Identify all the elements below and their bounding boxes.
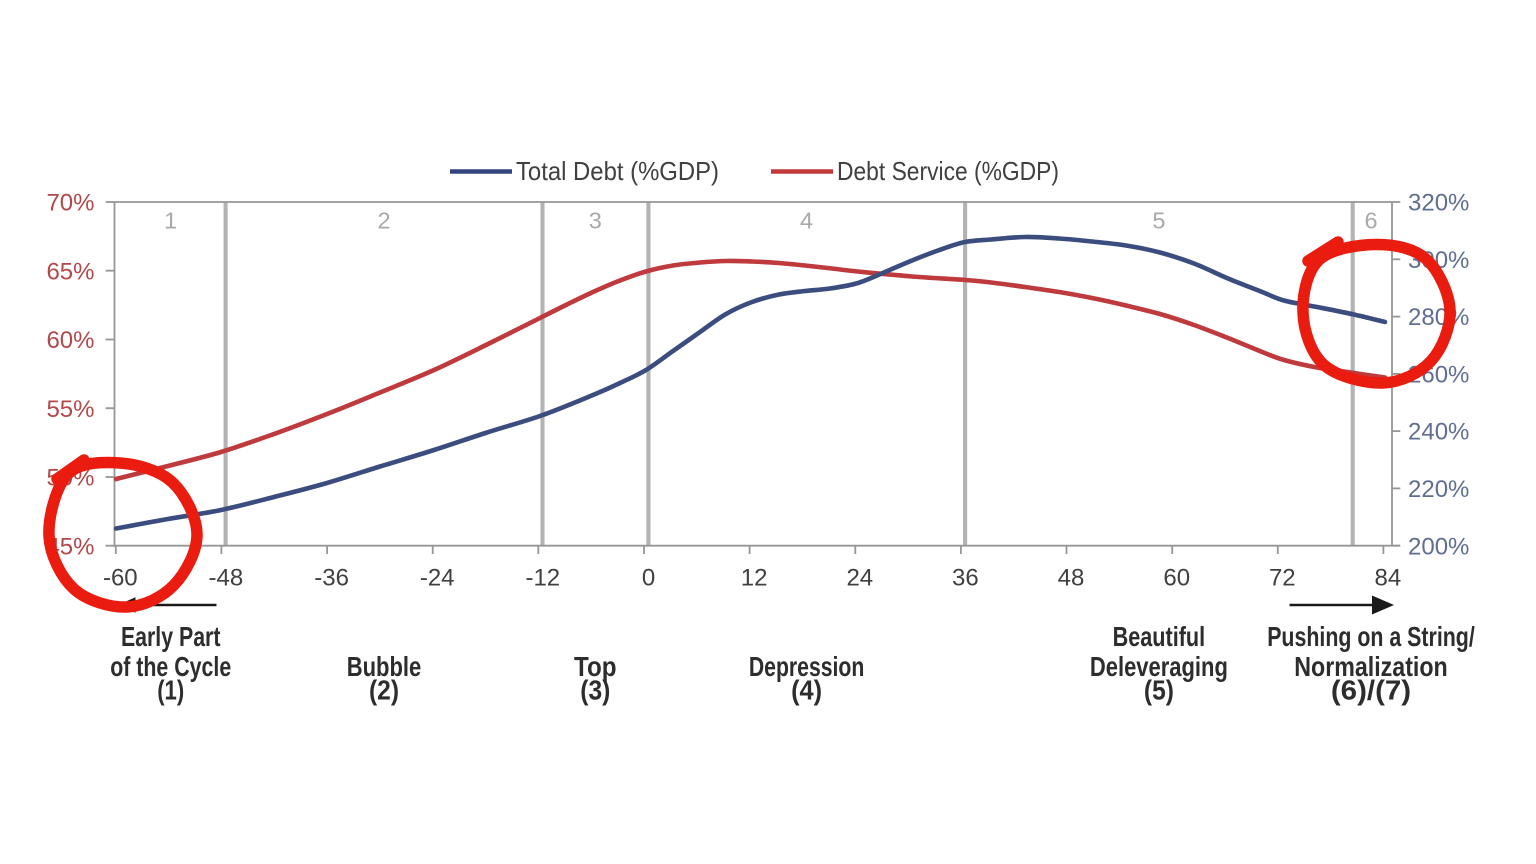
svg-text:240%: 240% <box>1408 419 1469 446</box>
svg-text:(2): (2) <box>369 675 399 706</box>
svg-text:4: 4 <box>800 208 813 234</box>
svg-text:Early Part: Early Part <box>121 621 221 652</box>
svg-text:3: 3 <box>589 208 602 234</box>
svg-text:-36: -36 <box>314 565 349 592</box>
svg-text:(5): (5) <box>1144 675 1174 706</box>
svg-text:Bubble: Bubble <box>347 651 422 682</box>
svg-text:Debt Service (%GDP): Debt Service (%GDP) <box>837 156 1059 186</box>
svg-text:6: 6 <box>1364 208 1377 234</box>
svg-text:Beautiful: Beautiful <box>1113 621 1206 652</box>
svg-text:320%: 320% <box>1408 190 1469 217</box>
svg-text:0: 0 <box>642 565 655 592</box>
svg-text:60%: 60% <box>46 327 94 354</box>
svg-text:Pushing on a String/: Pushing on a String/ <box>1267 621 1475 652</box>
svg-text:Total Debt (%GDP): Total Debt (%GDP) <box>516 156 719 186</box>
svg-text:12: 12 <box>741 565 768 592</box>
svg-text:220%: 220% <box>1408 476 1469 503</box>
svg-text:2: 2 <box>377 208 390 234</box>
svg-text:Top: Top <box>574 651 617 682</box>
svg-text:36: 36 <box>952 565 979 592</box>
svg-text:-48: -48 <box>209 565 244 592</box>
svg-text:-12: -12 <box>525 565 560 592</box>
svg-text:Deleveraging: Deleveraging <box>1090 651 1228 682</box>
svg-text:-24: -24 <box>420 565 455 592</box>
svg-text:48: 48 <box>1058 565 1085 592</box>
svg-text:60: 60 <box>1163 565 1190 592</box>
svg-text:-60: -60 <box>103 565 138 592</box>
svg-text:84: 84 <box>1375 565 1402 592</box>
svg-text:(3): (3) <box>580 675 610 706</box>
svg-text:(1): (1) <box>157 675 184 706</box>
svg-text:(4): (4) <box>791 675 822 706</box>
svg-text:200%: 200% <box>1408 533 1469 560</box>
svg-text:1: 1 <box>164 208 177 234</box>
svg-text:(6)/(7): (6)/(7) <box>1331 675 1411 706</box>
svg-text:5: 5 <box>1152 208 1165 234</box>
svg-text:of the Cycle: of the Cycle <box>110 651 231 682</box>
svg-text:Depression: Depression <box>749 651 865 682</box>
svg-text:55%: 55% <box>46 396 94 423</box>
svg-text:Normalization: Normalization <box>1294 651 1448 682</box>
svg-text:70%: 70% <box>46 190 94 217</box>
svg-text:72: 72 <box>1269 565 1296 592</box>
svg-text:65%: 65% <box>46 258 94 285</box>
svg-text:280%: 280% <box>1408 304 1469 331</box>
svg-text:24: 24 <box>846 565 873 592</box>
